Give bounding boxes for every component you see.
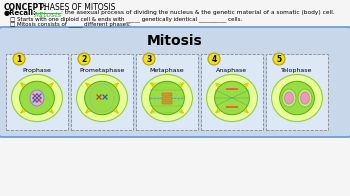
Bar bbox=[162, 96, 172, 100]
FancyBboxPatch shape bbox=[136, 54, 198, 130]
Text: Mitosis: Mitosis bbox=[147, 34, 203, 48]
Text: 1: 1 bbox=[16, 54, 22, 64]
Text: 2: 2 bbox=[81, 54, 87, 64]
Bar bbox=[230, 88, 234, 90]
FancyBboxPatch shape bbox=[0, 27, 350, 137]
Text: CONCEPT:: CONCEPT: bbox=[4, 3, 47, 12]
Bar bbox=[234, 88, 238, 90]
Text: ●Recall:: ●Recall: bbox=[4, 10, 37, 16]
Ellipse shape bbox=[30, 90, 44, 106]
Circle shape bbox=[273, 53, 285, 65]
Bar bbox=[234, 106, 238, 108]
Ellipse shape bbox=[12, 74, 62, 122]
Circle shape bbox=[13, 53, 25, 65]
Text: Prometaphase: Prometaphase bbox=[79, 68, 125, 73]
Text: □ Mitosis consists of _____ different phases:: □ Mitosis consists of _____ different ph… bbox=[10, 22, 131, 27]
Text: 5: 5 bbox=[276, 54, 281, 64]
Text: Mitosis: Mitosis bbox=[33, 11, 61, 18]
FancyBboxPatch shape bbox=[71, 54, 133, 130]
FancyBboxPatch shape bbox=[201, 54, 263, 130]
Text: Metaphase: Metaphase bbox=[150, 68, 184, 73]
Circle shape bbox=[78, 53, 90, 65]
Ellipse shape bbox=[282, 89, 296, 107]
Circle shape bbox=[143, 53, 155, 65]
Bar bbox=[162, 101, 172, 103]
Ellipse shape bbox=[150, 81, 184, 115]
FancyBboxPatch shape bbox=[6, 54, 68, 130]
Text: □ Starts with one diploid cell & ends with _____ genetically identical _________: □ Starts with one diploid cell & ends wi… bbox=[10, 16, 242, 22]
Text: PHASES OF MITOSIS: PHASES OF MITOSIS bbox=[37, 3, 116, 12]
Text: 4: 4 bbox=[211, 54, 217, 64]
Bar bbox=[162, 93, 172, 95]
Text: : the asexual process of dividing the nucleus & the genetic material of a somati: : the asexual process of dividing the nu… bbox=[61, 10, 335, 15]
Ellipse shape bbox=[285, 92, 294, 104]
Text: Anaphase: Anaphase bbox=[216, 68, 247, 73]
Bar bbox=[230, 106, 234, 108]
Ellipse shape bbox=[280, 81, 314, 115]
Ellipse shape bbox=[272, 74, 322, 122]
Ellipse shape bbox=[301, 92, 309, 104]
Text: Telophase: Telophase bbox=[281, 68, 313, 73]
FancyBboxPatch shape bbox=[266, 54, 328, 130]
Ellipse shape bbox=[20, 81, 54, 115]
Bar bbox=[226, 106, 230, 108]
Text: Prophase: Prophase bbox=[22, 68, 51, 73]
Bar bbox=[226, 88, 230, 90]
Ellipse shape bbox=[85, 81, 119, 115]
Ellipse shape bbox=[298, 89, 312, 107]
Ellipse shape bbox=[77, 74, 127, 122]
Ellipse shape bbox=[142, 74, 192, 122]
Circle shape bbox=[208, 53, 220, 65]
Ellipse shape bbox=[215, 81, 249, 115]
Text: 3: 3 bbox=[146, 54, 152, 64]
Ellipse shape bbox=[206, 74, 257, 122]
